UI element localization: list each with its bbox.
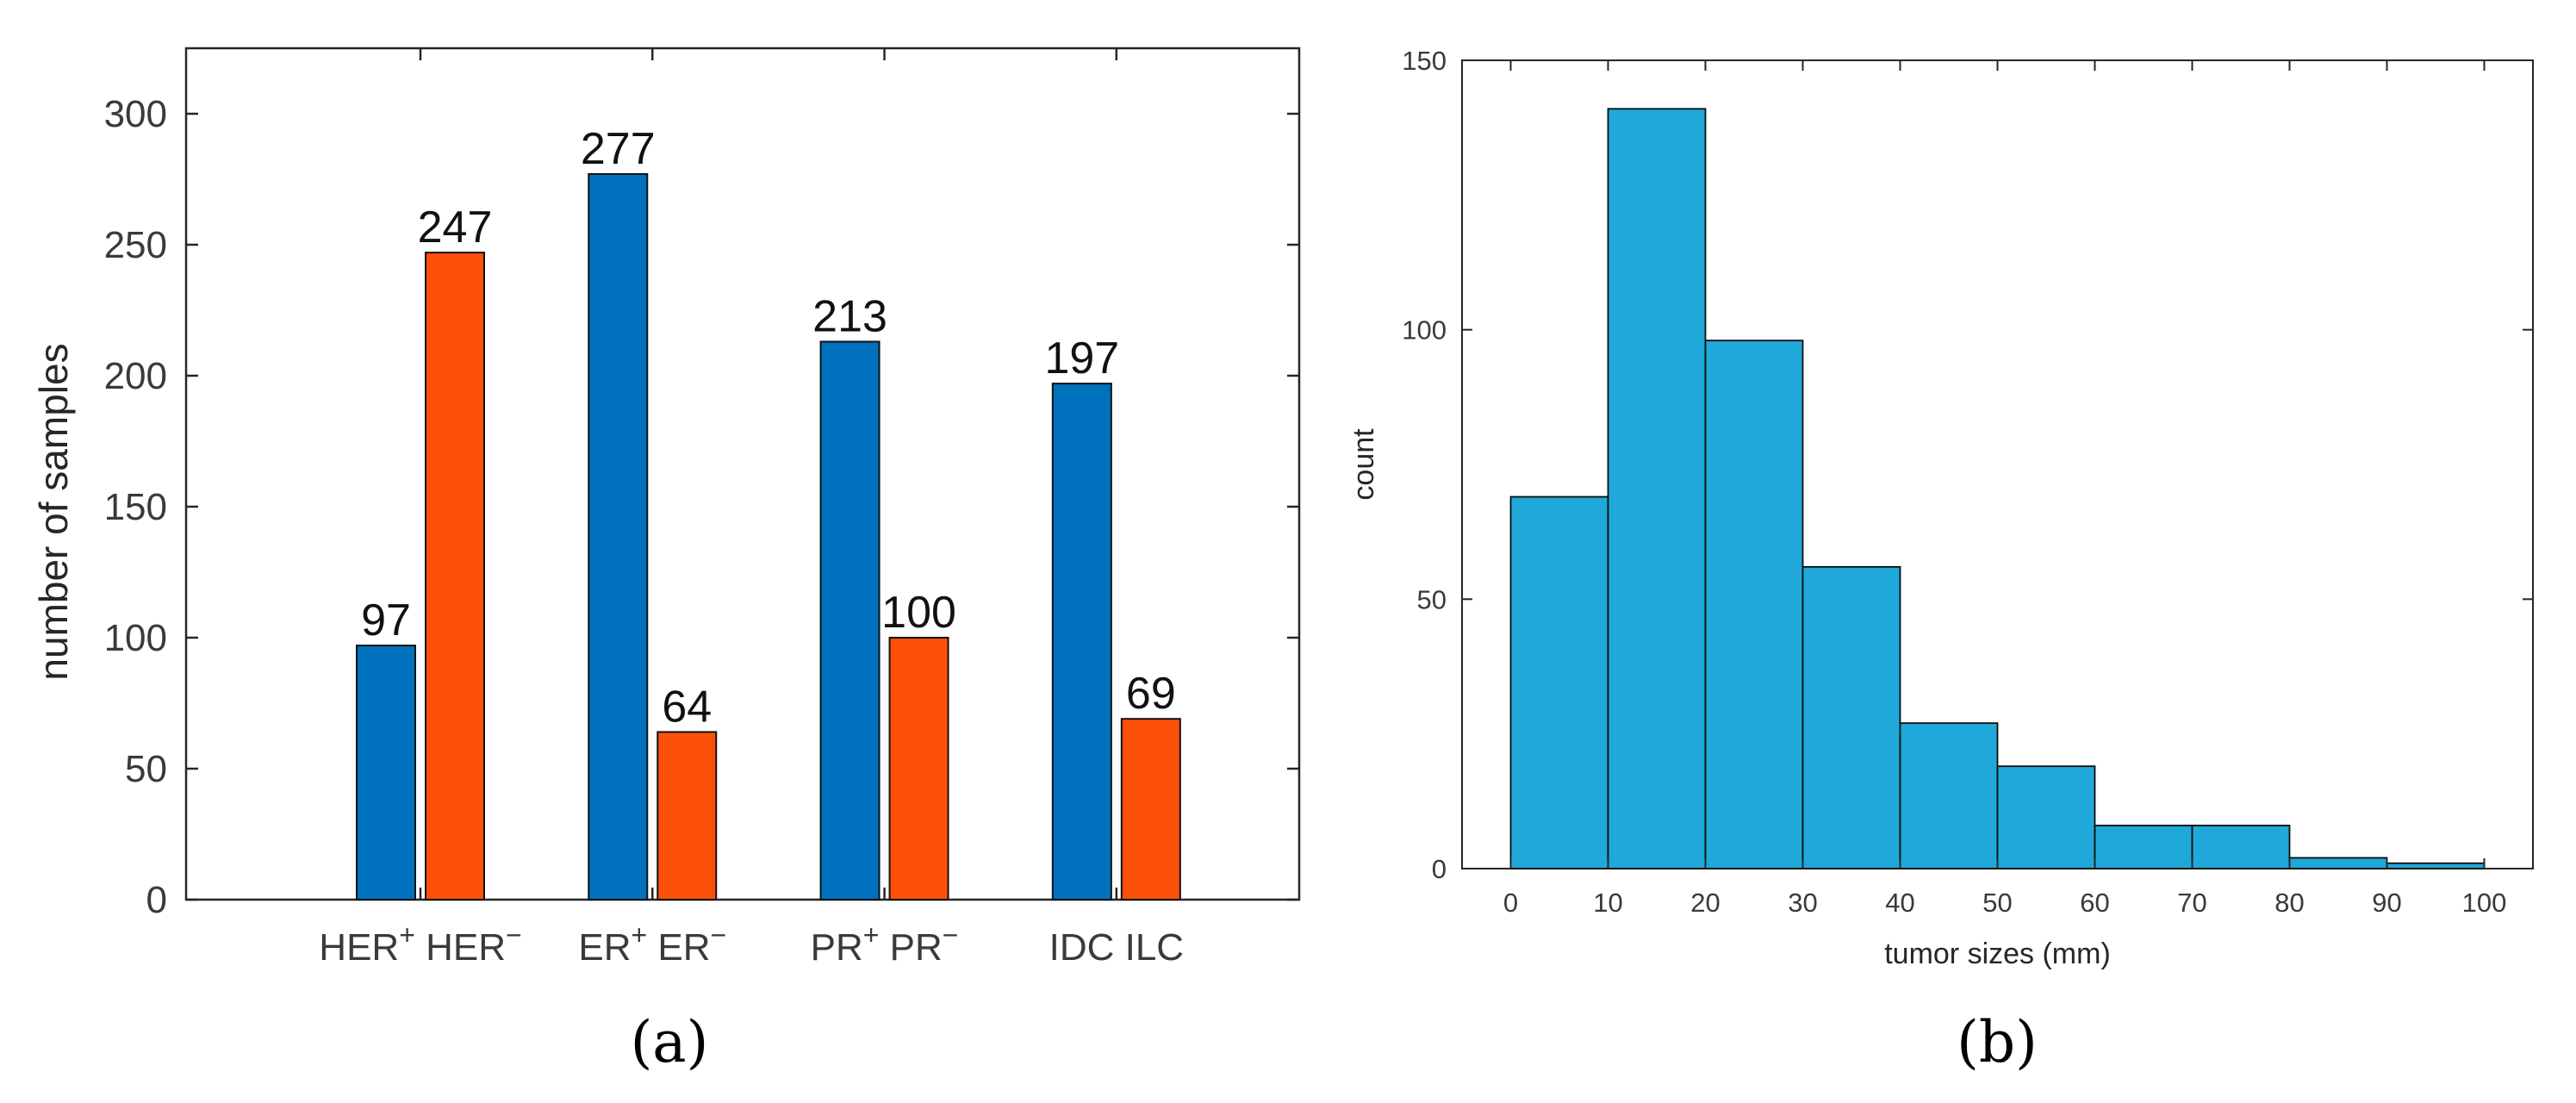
y-tick-label-a: 150: [104, 486, 167, 528]
data-label-positive-3: 197: [1044, 333, 1119, 383]
x-tick-label-b: 90: [2372, 888, 2401, 918]
x-tick-label-b: 30: [1788, 888, 1817, 918]
x-tick-label-a: PR+ PR−: [811, 919, 959, 969]
y-tick-label-a: 100: [104, 617, 167, 659]
y-tick-label-a: 50: [125, 748, 167, 790]
x-tick-label-a: HER+ HER−: [319, 919, 521, 969]
panel-a-label: (a): [631, 1009, 709, 1075]
y-axis-label-b: count: [1347, 428, 1380, 501]
y-tick-label-b: 0: [1432, 854, 1447, 884]
bar-positive-1: [588, 172, 649, 901]
y-tick-label-a: 250: [104, 224, 167, 266]
x-tick-label-b: 40: [1885, 888, 1914, 918]
x-tick-label-b: 80: [2274, 888, 2304, 918]
bar-positive-0: [356, 645, 416, 900]
x-tick-label-b: 20: [1690, 888, 1720, 918]
data-label-negative-0: 247: [418, 203, 493, 252]
histogram-bar-3: [1801, 565, 1901, 869]
data-label-negative-3: 69: [1126, 669, 1176, 719]
histogram-bar-7: [2191, 825, 2291, 869]
panel-b-label: (b): [1957, 1009, 2038, 1075]
x-axis-label-b: tumor sizes (mm): [1884, 938, 2111, 970]
bar-positive-3: [1051, 383, 1112, 900]
y-tick-label-b: 150: [1402, 46, 1447, 76]
chart-b: 0 50 100 150 0 10 20 30 40 50 60 70 80 90 100 tumor siz…: [1347, 46, 2534, 970]
x-tick-label-b: 60: [2080, 888, 2109, 918]
y-tick-label-b: 100: [1402, 315, 1447, 346]
x-tick-label-b: 10: [1593, 888, 1622, 918]
bar-positive-2: [819, 340, 880, 901]
y-tick-label-b: 50: [1417, 584, 1447, 614]
y-axis-label-a: number of samples: [31, 343, 76, 680]
bar-negative-3: [1120, 718, 1181, 900]
y-tick-label-a: 0: [146, 879, 167, 921]
y-tick-label-a: 300: [104, 93, 167, 135]
histogram-bar-9: [2386, 862, 2486, 869]
data-label-negative-1: 64: [662, 682, 712, 732]
histogram-bar-6: [2094, 825, 2193, 869]
bar-negative-2: [888, 637, 949, 900]
chart-a: 0 50 100 150 200 250 300 97 247 HER+ HER− 277 64 ER+…: [31, 47, 1301, 969]
bar-negative-1: [656, 731, 718, 900]
data-label-positive-2: 213: [812, 291, 887, 341]
bar-negative-0: [425, 252, 485, 900]
data-label-positive-1: 277: [581, 124, 656, 174]
x-tick-label-a: IDC ILC: [1049, 926, 1184, 969]
histogram-bar-2: [1704, 340, 1804, 869]
x-tick-label-b: 100: [2462, 888, 2507, 918]
x-tick-label-b: 50: [1982, 888, 2012, 918]
x-tick-label-a: ER+ ER−: [578, 919, 726, 969]
histogram-bar-4: [1899, 722, 1999, 869]
histogram-bar-8: [2288, 857, 2388, 869]
data-label-positive-0: 97: [361, 595, 411, 645]
histogram-bar-1: [1607, 108, 1707, 869]
x-tick-label-b: 0: [1503, 888, 1518, 918]
histogram-bar-5: [1996, 765, 2096, 869]
y-tick-label-a: 200: [104, 355, 167, 397]
x-tick-label-b: 70: [2177, 888, 2206, 918]
data-label-negative-2: 100: [881, 588, 956, 638]
histogram-bar-0: [1509, 495, 1609, 869]
